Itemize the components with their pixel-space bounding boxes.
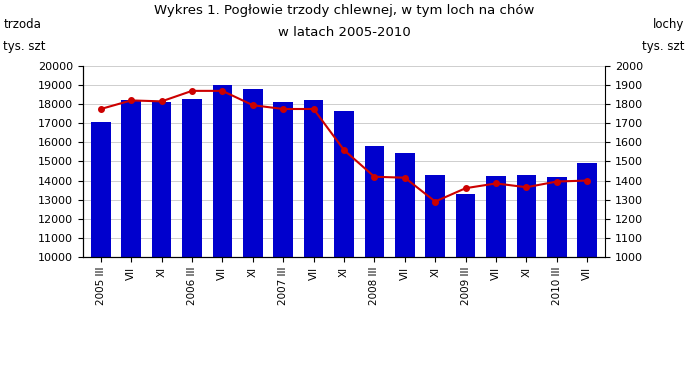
lochy <box>522 185 530 189</box>
Text: tys. szt: tys. szt <box>642 40 685 53</box>
lochy <box>492 181 500 186</box>
Bar <box>395 153 415 367</box>
lochy <box>400 175 409 180</box>
Bar <box>121 101 141 367</box>
lochy <box>97 107 105 111</box>
lochy <box>340 148 348 152</box>
Bar <box>486 176 506 367</box>
Text: lochy: lochy <box>653 18 685 31</box>
Text: w latach 2005-2010: w latach 2005-2010 <box>278 26 410 39</box>
Bar <box>455 194 475 367</box>
Bar <box>365 146 385 367</box>
lochy <box>370 175 378 179</box>
lochy <box>552 179 561 184</box>
Bar <box>91 122 111 367</box>
lochy <box>127 98 136 103</box>
lochy <box>218 89 226 93</box>
lochy <box>310 107 318 111</box>
Bar <box>517 175 536 367</box>
lochy <box>431 199 440 204</box>
Bar <box>213 85 233 367</box>
Bar <box>334 111 354 367</box>
Bar <box>273 102 293 367</box>
Bar <box>303 101 323 367</box>
Text: trzoda: trzoda <box>3 18 41 31</box>
lochy <box>583 178 591 183</box>
Text: tys. szt: tys. szt <box>3 40 46 53</box>
Text: Wykres 1. Pogłowie trzody chlewnej, w tym loch na chów: Wykres 1. Pogłowie trzody chlewnej, w ty… <box>154 4 534 17</box>
Bar <box>577 163 597 367</box>
Bar <box>243 89 263 367</box>
Bar <box>425 175 445 367</box>
lochy <box>188 89 196 93</box>
lochy <box>462 186 470 190</box>
lochy <box>279 107 288 111</box>
lochy <box>158 99 166 103</box>
lochy <box>248 103 257 108</box>
Bar <box>182 98 202 367</box>
Bar <box>152 102 171 367</box>
Line: lochy: lochy <box>98 88 590 204</box>
Bar <box>547 177 567 367</box>
